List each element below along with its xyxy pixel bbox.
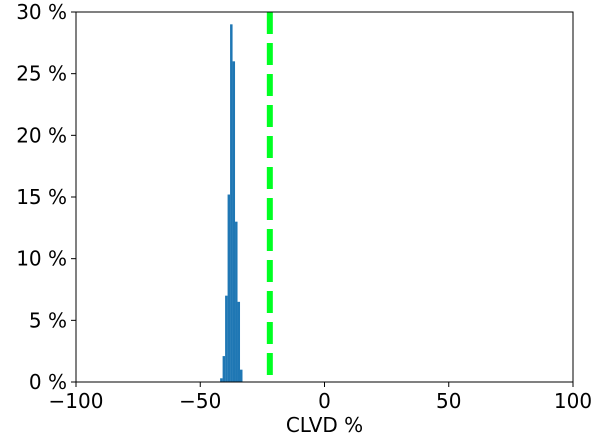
histogram-bar-3: [227, 194, 231, 382]
histogram-bar-1: [222, 356, 226, 382]
histogram-bar-5: [232, 61, 236, 382]
y-tick-label-2: 10 %: [16, 247, 67, 271]
y-tick-label-6: 30 %: [16, 0, 67, 24]
histogram-bar-7: [237, 301, 241, 382]
histogram-bar-8: [240, 369, 243, 382]
y-tick-label-5: 25 %: [16, 62, 67, 86]
plot-frame: [75, 11, 574, 383]
y-axis-ticks: 0 % 5 % 10 % 15 % 20 % 25 % 30 %: [16, 0, 76, 394]
x-axis-label: CLVD %: [286, 413, 363, 437]
y-tick-label-1: 5 %: [29, 308, 67, 332]
histogram-bars: [220, 24, 243, 383]
x-tick-label-4: 100: [554, 389, 592, 413]
x-tick-label-0: −100: [49, 389, 104, 413]
x-axis-ticks: −100 −50 0 50 100: [49, 382, 592, 413]
x-tick-label-1: −50: [179, 389, 221, 413]
histogram-bar-6: [235, 221, 238, 382]
y-tick-label-4: 20 %: [16, 123, 67, 147]
x-tick-label-3: 50: [436, 389, 461, 413]
histogram-bar-4: [230, 24, 233, 383]
y-tick-label-3: 15 %: [16, 185, 67, 209]
histogram-bar-0: [220, 378, 223, 382]
histogram-bar-2: [225, 295, 228, 382]
y-tick-label-0: 0 %: [29, 370, 67, 394]
x-tick-label-2: 0: [318, 389, 331, 413]
